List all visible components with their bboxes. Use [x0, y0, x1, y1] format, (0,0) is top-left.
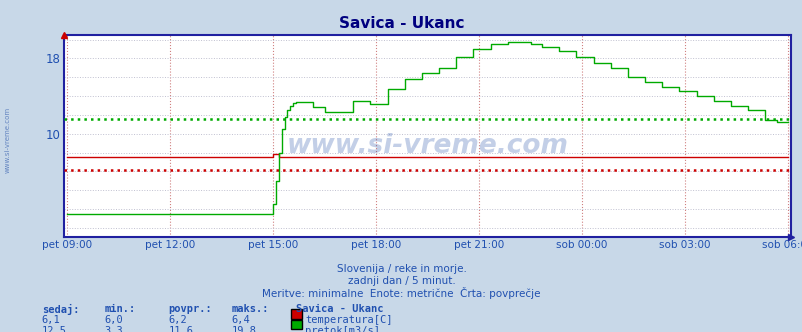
Text: www.si-vreme.com: www.si-vreme.com — [286, 133, 568, 159]
Text: Slovenija / reke in morje.: Slovenija / reke in morje. — [336, 264, 466, 274]
Text: zadnji dan / 5 minut.: zadnji dan / 5 minut. — [347, 276, 455, 286]
Text: 19,8: 19,8 — [231, 326, 256, 332]
Text: sedaj:: sedaj: — [42, 304, 79, 315]
Text: 6,0: 6,0 — [104, 315, 123, 325]
Text: 6,4: 6,4 — [231, 315, 249, 325]
Text: povpr.:: povpr.: — [168, 304, 212, 314]
Text: Meritve: minimalne  Enote: metrične  Črta: povprečje: Meritve: minimalne Enote: metrične Črta:… — [262, 287, 540, 299]
Text: Savica - Ukanc: Savica - Ukanc — [295, 304, 383, 314]
Text: www.si-vreme.com: www.si-vreme.com — [5, 106, 11, 173]
Text: temperatura[C]: temperatura[C] — [305, 315, 392, 325]
Text: 3,3: 3,3 — [104, 326, 123, 332]
Text: 11,6: 11,6 — [168, 326, 193, 332]
Text: 6,1: 6,1 — [42, 315, 60, 325]
Text: pretok[m3/s]: pretok[m3/s] — [305, 326, 379, 332]
Text: Savica - Ukanc: Savica - Ukanc — [338, 16, 464, 31]
Text: maks.:: maks.: — [231, 304, 269, 314]
Text: 12,5: 12,5 — [42, 326, 67, 332]
Text: min.:: min.: — [104, 304, 136, 314]
Text: 6,2: 6,2 — [168, 315, 187, 325]
